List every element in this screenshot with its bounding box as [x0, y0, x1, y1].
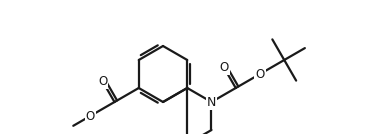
Text: O: O [98, 75, 107, 88]
Text: N: N [207, 96, 216, 109]
Text: O: O [86, 109, 95, 122]
Text: O: O [219, 61, 229, 74]
Text: O: O [255, 68, 265, 81]
